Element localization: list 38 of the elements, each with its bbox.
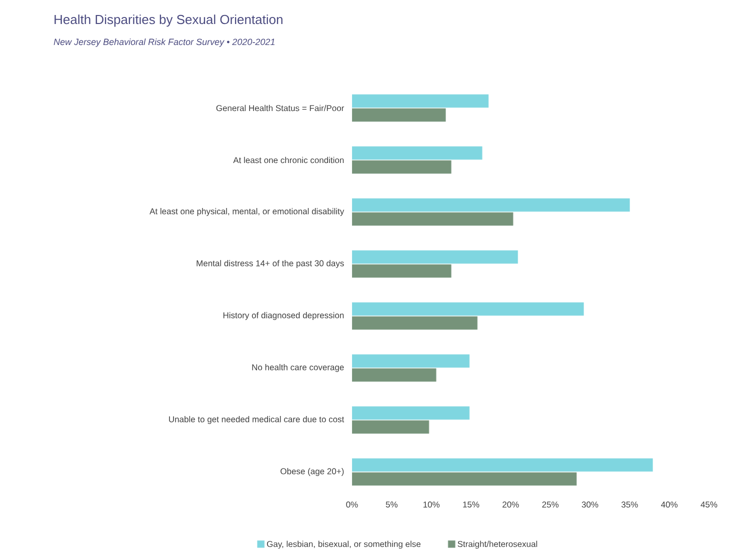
bar: [352, 198, 630, 212]
bar: [352, 146, 482, 160]
legend-label: Gay, lesbian, bisexual, or something else: [267, 540, 421, 549]
x-tick-label: 40%: [661, 502, 678, 508]
y-tick-label: Unable to get needed medical care due to cost: [169, 416, 344, 424]
x-tick-label: 10%: [423, 502, 440, 508]
y-tick-label: No health care coverage: [252, 364, 344, 372]
bar: [352, 472, 577, 486]
y-tick-label: History of diagnosed depression: [223, 312, 344, 320]
bar: [352, 406, 470, 420]
bar: [352, 108, 446, 122]
y-tick-label: At least one physical, mental, or emotional disability: [150, 208, 344, 216]
x-tick-label: 30%: [582, 502, 598, 508]
bar: [352, 302, 584, 316]
bar: [352, 94, 489, 108]
bar: [352, 212, 514, 226]
bar: [352, 368, 436, 382]
text: New Jersey Behavioral Risk Factor Survey • 2020-2021: [54, 38, 274, 47]
x-tick-label: 35%: [621, 502, 638, 508]
bar: [352, 160, 452, 174]
y-tick-label: Mental distress 14+ of the past 30 days: [196, 260, 344, 268]
x-tick-label: 15%: [463, 502, 480, 508]
bar: [352, 420, 430, 434]
bar: [352, 264, 452, 278]
y-tick-label: Obese (age 20+): [280, 468, 344, 476]
bar: [352, 354, 470, 368]
x-tick-label: 45%: [700, 502, 718, 508]
x-tick-label: 5%: [386, 502, 398, 508]
bar: [352, 316, 478, 330]
x-tick-label: 20%: [502, 502, 519, 508]
text: Health Disparities by Sexual Orientation: [54, 14, 282, 27]
bar: [352, 458, 653, 472]
legend-label: Straight/heterosexual: [458, 540, 538, 549]
bar: [352, 250, 518, 264]
y-tick-label: General Health Status = Fair/Poor: [216, 104, 344, 112]
x-tick-label: 0%: [346, 502, 358, 508]
x-tick-label: 25%: [542, 502, 559, 508]
y-tick-label: At least one chronic condition: [233, 156, 344, 164]
